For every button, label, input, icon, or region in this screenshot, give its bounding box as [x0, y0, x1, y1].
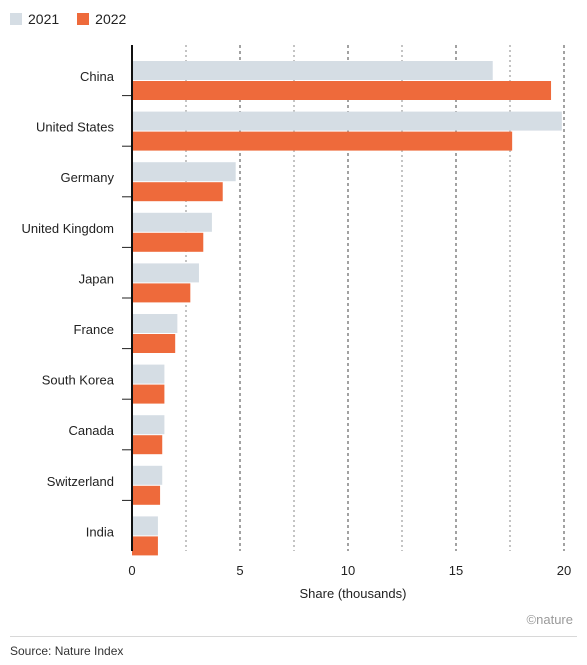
- legend-label-2021: 2021: [28, 11, 60, 27]
- category-label: Canada: [68, 423, 114, 438]
- bar-2021-india: [132, 516, 158, 536]
- legend-item-2021: 2021: [10, 11, 59, 27]
- category-label: Germany: [61, 170, 115, 185]
- bar-2022-united-states: [132, 131, 513, 151]
- bar-2021-switzerland: [132, 465, 163, 485]
- x-axis-label: Share (thousands): [300, 586, 407, 601]
- bar-2022-india: [132, 536, 158, 556]
- x-tick-label: 20: [557, 563, 571, 578]
- bar-2022-germany: [132, 182, 223, 202]
- category-label: Switzerland: [47, 474, 114, 489]
- nature-logo: ©nature: [526, 612, 573, 627]
- category-label: India: [86, 524, 115, 539]
- bar-2022-france: [132, 334, 176, 353]
- bar-2021-united-states: [132, 111, 562, 131]
- x-tick-label: 10: [341, 563, 355, 578]
- bar-chart: China United States Germany United Kingdom J…: [22, 45, 571, 601]
- bar-2021-germany: [132, 162, 236, 182]
- bar-2021-japan: [132, 263, 199, 283]
- category-label: United Kingdom: [22, 221, 115, 236]
- legend-swatch-2021: [10, 13, 22, 25]
- legend-swatch-2022: [77, 13, 90, 25]
- bar-2021-france: [132, 314, 178, 333]
- bar-2021-south-korea: [132, 364, 165, 384]
- category-label: China: [80, 69, 115, 84]
- bar-2022-canada: [132, 435, 163, 455]
- source-note: Source: Nature Index: [10, 644, 124, 658]
- category-label: South Korea: [42, 373, 115, 388]
- bar-2022-united-kingdom: [132, 232, 204, 252]
- category-label: United States: [36, 120, 115, 135]
- bar-2022-switzerland: [132, 485, 161, 505]
- x-tick-label: 15: [449, 563, 463, 578]
- bar-2021-united-kingdom: [132, 212, 212, 232]
- x-tick-label: 0: [128, 563, 135, 578]
- bar-2022-japan: [132, 283, 191, 303]
- legend-item-2022: 2022: [77, 11, 126, 27]
- bar-2022-china: [132, 81, 552, 100]
- chart-legend: 2021 2022: [10, 9, 144, 29]
- footer-divider: [10, 636, 577, 637]
- bar-2021-canada: [132, 415, 165, 435]
- category-label: Japan: [79, 271, 114, 286]
- category-label: France: [74, 322, 114, 337]
- legend-label-2022: 2022: [95, 11, 127, 27]
- bar-2022-south-korea: [132, 384, 165, 404]
- bar-2021-china: [132, 61, 493, 80]
- x-tick-label: 5: [236, 563, 243, 578]
